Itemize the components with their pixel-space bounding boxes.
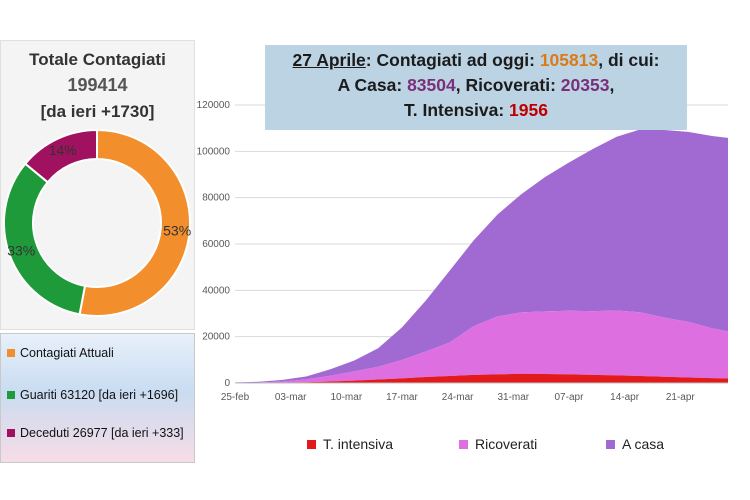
donut-percent-label: 53% bbox=[163, 223, 191, 239]
x-tick-label: 21-apr bbox=[666, 392, 696, 403]
legend-swatch bbox=[606, 440, 615, 449]
x-tick-label: 10-mar bbox=[330, 392, 362, 403]
legend-swatch bbox=[7, 390, 15, 399]
headline-text: A Casa: bbox=[337, 75, 408, 95]
y-tick-label: 60000 bbox=[202, 239, 230, 250]
x-tick-label: 03-mar bbox=[275, 392, 307, 403]
area-t-intensiva bbox=[235, 373, 728, 383]
y-tick-label: 100000 bbox=[197, 146, 231, 157]
summary-panel: Totale Contagiati 199414 [da ieri +1730]… bbox=[0, 40, 195, 463]
legend-label: A casa bbox=[622, 436, 665, 452]
headline-home: 83504 bbox=[407, 75, 456, 95]
donut-percent-label: 33% bbox=[7, 242, 35, 258]
legend-swatch bbox=[307, 440, 316, 449]
legend-item-a-casa: A casa bbox=[606, 436, 664, 452]
summary-delta: [da ieri +1730] bbox=[40, 102, 155, 121]
legend-item-deceduti: Deceduti 26977 [da ieri +333] bbox=[7, 426, 184, 440]
x-tick-label: 24-mar bbox=[442, 392, 474, 403]
legend-item-t-intensiva: T. intensiva bbox=[307, 436, 393, 452]
legend-swatch bbox=[7, 348, 15, 357]
area-a-casa bbox=[235, 129, 728, 383]
area-ricoverati bbox=[235, 310, 728, 383]
legend-item-contagiati: Contagiati Attuali bbox=[7, 346, 114, 360]
legend-label: Ricoverati bbox=[475, 436, 538, 452]
legend-label: T. intensiva bbox=[323, 436, 394, 452]
legend-label: Guariti 63120 [da ieri +1696] bbox=[20, 388, 179, 402]
y-tick-label: 80000 bbox=[202, 193, 230, 204]
headline-total: 105813 bbox=[539, 50, 599, 70]
x-tick-label: 17-mar bbox=[386, 392, 418, 403]
legend-label: Contagiati Attuali bbox=[20, 346, 114, 360]
donut-legend: Contagiati Attuali Guariti 63120 [da ier… bbox=[0, 333, 195, 463]
legend-item-guariti: Guariti 63120 [da ieri +1696] bbox=[7, 388, 178, 402]
summary-title: Totale Contagiati bbox=[29, 50, 166, 69]
legend-swatch bbox=[7, 428, 15, 437]
y-tick-label: 0 bbox=[224, 378, 230, 389]
legend-item-ricoverati: Ricoverati bbox=[459, 436, 537, 452]
donut-percent-label: 14% bbox=[49, 142, 77, 158]
y-tick-label: 120000 bbox=[197, 100, 231, 111]
headline-text: T. Intensiva: bbox=[404, 100, 510, 120]
x-tick-label: 07-apr bbox=[555, 392, 585, 403]
headline-text: : Contagiati ad oggi: bbox=[365, 50, 540, 70]
headline-line2: A Casa: 83504, Ricoverati: 20353, bbox=[265, 73, 687, 98]
legend-label: Deceduti 26977 [da ieri +333] bbox=[20, 426, 184, 440]
summary-total: 199414 bbox=[67, 75, 128, 95]
donut-slice-contagiati-attuali bbox=[78, 128, 191, 317]
headline-line1: 27 Aprile: Contagiati ad oggi: 105813, d… bbox=[265, 48, 687, 73]
headline-box: 27 Aprile: Contagiati ad oggi: 105813, d… bbox=[265, 45, 687, 130]
x-tick-label: 25-feb bbox=[221, 392, 250, 403]
headline-hosp: 20353 bbox=[560, 75, 610, 95]
headline-text: , Ricoverati: bbox=[455, 75, 561, 95]
headline-text: , di cui: bbox=[598, 50, 660, 70]
headline-date: 27 Aprile bbox=[292, 50, 366, 70]
headline-icu: 1956 bbox=[509, 100, 548, 120]
y-tick-label: 40000 bbox=[202, 285, 230, 296]
donut-slice-deceduti bbox=[23, 128, 98, 184]
x-tick-label: 14-apr bbox=[610, 392, 640, 403]
headline-text: , bbox=[609, 75, 615, 95]
y-tick-label: 20000 bbox=[202, 332, 230, 343]
donut-chart: 53% 33% 14% bbox=[3, 128, 191, 317]
headline-line3: T. Intensiva: 1956 bbox=[265, 98, 687, 123]
area-chart: 0 20000 40000 60000 80000 100000 120000 25-feb… bbox=[197, 100, 728, 403]
x-tick-label: 31-mar bbox=[497, 392, 529, 403]
legend-swatch bbox=[459, 440, 468, 449]
donut-slice-guariti bbox=[3, 162, 87, 316]
